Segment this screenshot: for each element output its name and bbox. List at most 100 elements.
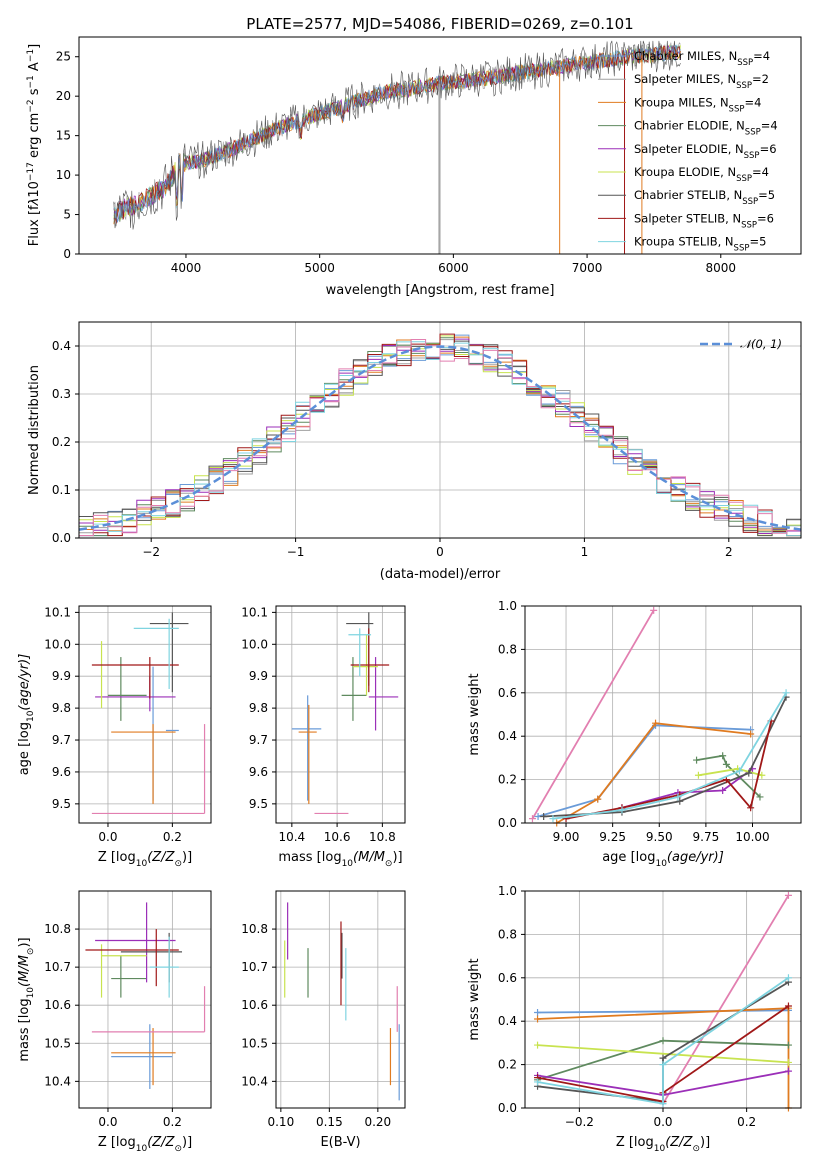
age-vs-mass-ticks: 10.4 10.6 10.8 9.5 9.6 9.7 9.8 9.9 10.0 10.1 xyxy=(241,605,395,844)
weight-vs-metallicity-ytick-label-2: 0.4 xyxy=(498,1014,517,1028)
age-vs-metallicity-ytick-label-6: 10.1 xyxy=(44,605,71,619)
weight-vs-age-ytick-label-0: 0.0 xyxy=(498,816,517,830)
weight-vs-age-xlabel: age [log10(age/yr)] xyxy=(602,850,724,869)
residuals-xtick-label-1: −1 xyxy=(287,545,305,559)
weight-vs-metallicity-marker-salpeter_elodie-2 xyxy=(784,1067,792,1075)
mass-vs-metallicity-xtick-label-1: 0.2 xyxy=(163,1115,182,1129)
residuals-hist-salpeter_stelib xyxy=(79,333,801,537)
age-vs-metallicity-ticks: 0.0 0.2 9.5 9.6 9.7 9.8 9.9 10.0 10.1 xyxy=(44,605,182,844)
residuals-panel: −2 −1 0 1 2 0.0 0.1 0.2 0.3 0.4 (data-model)/erro… xyxy=(27,321,802,582)
weight-vs-metallicity-marker-kroupa_stelib-1 xyxy=(659,1100,667,1108)
age-vs-metallicity-ytick-label-5: 10.0 xyxy=(44,637,71,651)
spectrum-legend-label-kroupa_miles: Kroupa MILES, NSSP=4 xyxy=(634,95,761,114)
mass-vs-metallicity-xtick-label-0: 0.0 xyxy=(98,1115,117,1129)
weight-vs-age-ytick-label-1: 0.2 xyxy=(498,773,517,787)
age-vs-mass-xtick-label-0: 10.4 xyxy=(278,830,305,844)
weight-vs-age-panel: 9.00 9.25 9.50 9.75 10.00 0.0 0.2 0.4 0.6 0.8 1.0 a… xyxy=(467,599,802,869)
weight-vs-age-line-chabrier_elodie xyxy=(696,754,761,798)
weight-vs-metallicity-series xyxy=(534,891,792,1112)
weight-vs-metallicity-marker-kroupa_stelib-2 xyxy=(659,1061,667,1069)
spectrum-ticks: 4000 5000 6000 7000 8000 0 5 10 15 20 25 xyxy=(56,50,736,275)
residuals-ytick-label-3: 0.3 xyxy=(52,387,71,401)
residuals-ytick-label-0: 0.0 xyxy=(52,531,71,545)
mass-vs-ebv-ytick-label-3: 10.7 xyxy=(241,960,268,974)
weight-vs-metallicity-ytick-label-3: 0.6 xyxy=(498,971,517,985)
age-vs-metallicity-ytick-label-2: 9.7 xyxy=(52,733,71,747)
spectrum-lines xyxy=(113,40,681,254)
spectrum-legend: Chabrier MILES, NSSP=4 Salpeter MILES, NS… xyxy=(598,49,778,254)
weight-vs-age-ytick-label-4: 0.8 xyxy=(498,642,517,656)
weight-vs-age-marker-kroupa_miles-3 xyxy=(747,730,755,738)
weight-vs-metallicity-frame xyxy=(524,890,802,1109)
mass-vs-ebv-xlabel: E(B-V) xyxy=(320,1135,360,1150)
mass-vs-ebv-xtick-label-1: 0.15 xyxy=(316,1115,343,1129)
spectrum-xlabel: wavelength [Angstrom, rest frame] xyxy=(326,283,555,298)
age-vs-metallicity-ytick-label-4: 9.9 xyxy=(52,669,71,683)
mass-vs-metallicity-ytick-label-4: 10.8 xyxy=(44,922,71,936)
residuals-xtick-label-4: 2 xyxy=(725,545,733,559)
weight-vs-age-ytick-label-5: 1.0 xyxy=(498,599,517,613)
age-vs-mass-xlabel: mass [log10(M/M⊙)] xyxy=(278,850,402,869)
spectrum-ytick-label-5: 25 xyxy=(56,50,71,64)
weight-vs-age-marker-pink-0 xyxy=(528,815,536,823)
spectrum-ytick-label-0: 0 xyxy=(63,247,71,261)
age-vs-mass-ytick-label-3: 9.8 xyxy=(249,701,268,715)
weight-vs-age-marker-kroupa_miles-1 xyxy=(594,795,602,803)
mass-vs-metallicity-panel: 0.0 0.2 10.4 10.5 10.6 10.7 10.8 Z [log10(Z/Z⊙)… xyxy=(17,890,212,1154)
spectrum-title: PLATE=2577, MJD=54086, FIBERID=0269, z=0… xyxy=(246,15,633,33)
weight-vs-metallicity-line-kroupa_elodie xyxy=(537,1044,789,1064)
age-vs-metallicity-ytick-label-1: 9.6 xyxy=(52,765,71,779)
weight-vs-age-frame xyxy=(524,605,802,824)
weight-vs-age-marker-chabrier_elodie-1 xyxy=(719,752,727,760)
weight-vs-age-marker-kroupa_stelib-1 xyxy=(618,806,626,814)
weight-vs-age-marker-kroupa_miles-2 xyxy=(652,719,660,727)
age-vs-mass-grid xyxy=(276,606,405,823)
weight-vs-age-ylabel: mass weight xyxy=(467,673,482,755)
mass-vs-metallicity-points xyxy=(85,902,206,1089)
weight-vs-age-marker-chabrier_stelib-3 xyxy=(745,769,753,777)
mass-vs-ebv-frame xyxy=(275,890,406,1109)
mass-vs-ebv-xtick-label-2: 0.20 xyxy=(364,1115,391,1129)
spectrum-legend-label-salpeter_stelib: Salpeter STELIB, NSSP=6 xyxy=(634,211,774,230)
spectrum-ytick-label-2: 10 xyxy=(56,168,71,182)
mass-vs-metallicity-ytick-label-3: 10.7 xyxy=(44,960,71,974)
mass-vs-metallicity-ytick-label-2: 10.6 xyxy=(44,998,71,1012)
weight-vs-age-ticks: 9.00 9.25 9.50 9.75 10.00 0.0 0.2 0.4 0.6 0.8 1.0 xyxy=(498,599,770,844)
mass-vs-ebv-ytick-label-4: 10.8 xyxy=(241,922,268,936)
weight-vs-age-marker-chabrier_elodie-2 xyxy=(722,760,730,768)
age-vs-metallicity-ytick-label-0: 9.5 xyxy=(52,797,71,811)
spectrum-ytick-label-1: 5 xyxy=(63,208,71,222)
age-vs-metallicity-points xyxy=(91,612,206,815)
weight-vs-metallicity-xlabel: Z [log10(Z/Z⊙)] xyxy=(616,1135,710,1154)
weight-vs-age-marker-chabrier_stelib-2 xyxy=(676,797,684,805)
residuals-ytick-label-2: 0.2 xyxy=(52,435,71,449)
weight-vs-age-marker-kroupa_elodie-0 xyxy=(694,771,702,779)
age-vs-mass-ytick-label-6: 10.1 xyxy=(241,605,268,619)
age-vs-metallicity-frame xyxy=(78,605,212,824)
residuals-hist-pink xyxy=(79,339,801,536)
age-vs-metallicity-xtick-label-0: 0.0 xyxy=(98,830,117,844)
spectrum-xtick-label-3: 7000 xyxy=(572,261,603,275)
age-vs-mass-points xyxy=(291,612,399,815)
weight-vs-age-ytick-label-2: 0.4 xyxy=(498,729,517,743)
residuals-ytick-label-4: 0.4 xyxy=(52,339,71,353)
spectrum-ytick-label-3: 15 xyxy=(56,129,71,143)
spectrum-xtick-label-1: 5000 xyxy=(304,261,335,275)
weight-vs-metallicity-marker-chabrier_stelib-2 xyxy=(659,1054,667,1062)
weight-vs-metallicity-ticks: −0.2 0.0 0.2 0.0 0.2 0.4 0.6 0.8 1.0 xyxy=(498,884,756,1129)
mass-vs-metallicity-ytick-label-1: 10.5 xyxy=(44,1036,71,1050)
weight-vs-age-marker-salpeter_elodie-2 xyxy=(719,786,727,794)
spectrum-xtick-label-0: 4000 xyxy=(171,261,202,275)
residuals-ticks: −2 −1 0 1 2 0.0 0.1 0.2 0.3 0.4 xyxy=(52,339,733,559)
residuals-ytick-label-1: 0.1 xyxy=(52,483,71,497)
weight-vs-age-marker-kroupa_stelib-2 xyxy=(674,793,682,801)
mass-vs-ebv-xtick-label-0: 0.10 xyxy=(267,1115,294,1129)
weight-vs-metallicity-xtick-label-0: −0.2 xyxy=(565,1115,594,1129)
age-vs-metallicity-ylabel: age [log10(age/yr)] xyxy=(17,654,36,776)
age-vs-mass-xtick-label-1: 10.6 xyxy=(324,830,351,844)
mass-vs-metallicity-xlabel: Z [log10(Z/Z⊙)] xyxy=(98,1135,192,1154)
weight-vs-age-line-kroupa_miles xyxy=(556,722,751,824)
age-vs-mass-ytick-label-2: 9.7 xyxy=(249,733,268,747)
weight-vs-age-marker-chabrier_elodie-0 xyxy=(693,756,701,764)
weight-vs-metallicity-ytick-label-0: 0.0 xyxy=(498,1101,517,1115)
